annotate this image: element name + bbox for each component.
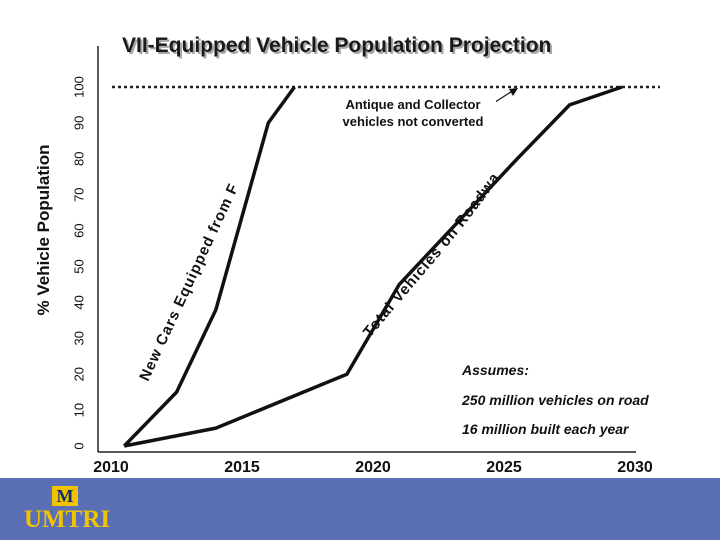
y-tick-label: 70 bbox=[71, 187, 86, 201]
x-tick-label: 2020 bbox=[355, 459, 391, 476]
chart-title: VII-Equipped Vehicle Population Projecti… bbox=[122, 34, 552, 57]
y-tick-label: 0 bbox=[71, 442, 86, 449]
umtri-logo-text: UMTRI bbox=[24, 506, 111, 533]
annotation-arrowhead bbox=[509, 88, 518, 96]
series-label-text: Total Vehicles on Roadway bbox=[0, 0, 502, 340]
x-ticks: 2010 2015 2020 2025 2030 bbox=[93, 459, 653, 476]
y-tick-label: 10 bbox=[71, 403, 86, 417]
y-tick-label: 60 bbox=[71, 223, 86, 237]
y-tick-label: 100 bbox=[71, 76, 86, 98]
x-tick-label: 2025 bbox=[486, 459, 522, 476]
umtri-logo-mark: M bbox=[52, 486, 78, 506]
assumption-line: 16 million built each year bbox=[462, 421, 629, 437]
y-tick-label: 20 bbox=[71, 367, 86, 381]
footer-bar bbox=[0, 478, 720, 540]
axes bbox=[97, 46, 660, 453]
assumptions-heading: Assumes: bbox=[462, 362, 529, 378]
series-line bbox=[122, 85, 296, 448]
y-ticks: 0 10 20 30 40 50 60 70 80 90 100 bbox=[71, 76, 86, 449]
x-tick-label: 2010 bbox=[93, 459, 129, 476]
series-label: Total Vehicles on Roadway bbox=[0, 0, 503, 340]
x-tick-label: 2015 bbox=[224, 459, 260, 476]
y-tick-label: 50 bbox=[71, 259, 86, 273]
x-tick-label: 2030 bbox=[617, 459, 653, 476]
y-tick-label: 40 bbox=[71, 295, 86, 309]
y-tick-label: 90 bbox=[71, 116, 86, 130]
series-line bbox=[123, 85, 623, 448]
y-tick-label: 80 bbox=[71, 152, 86, 166]
assumption-line: 250 million vehicles on road bbox=[462, 392, 649, 408]
annotation-antique: Antique and Collector vehicles not conve… bbox=[330, 96, 496, 130]
series-layer: New Cars Equipped from FactoryTotal Vehi… bbox=[0, 0, 623, 448]
y-tick-label: 30 bbox=[71, 331, 86, 345]
